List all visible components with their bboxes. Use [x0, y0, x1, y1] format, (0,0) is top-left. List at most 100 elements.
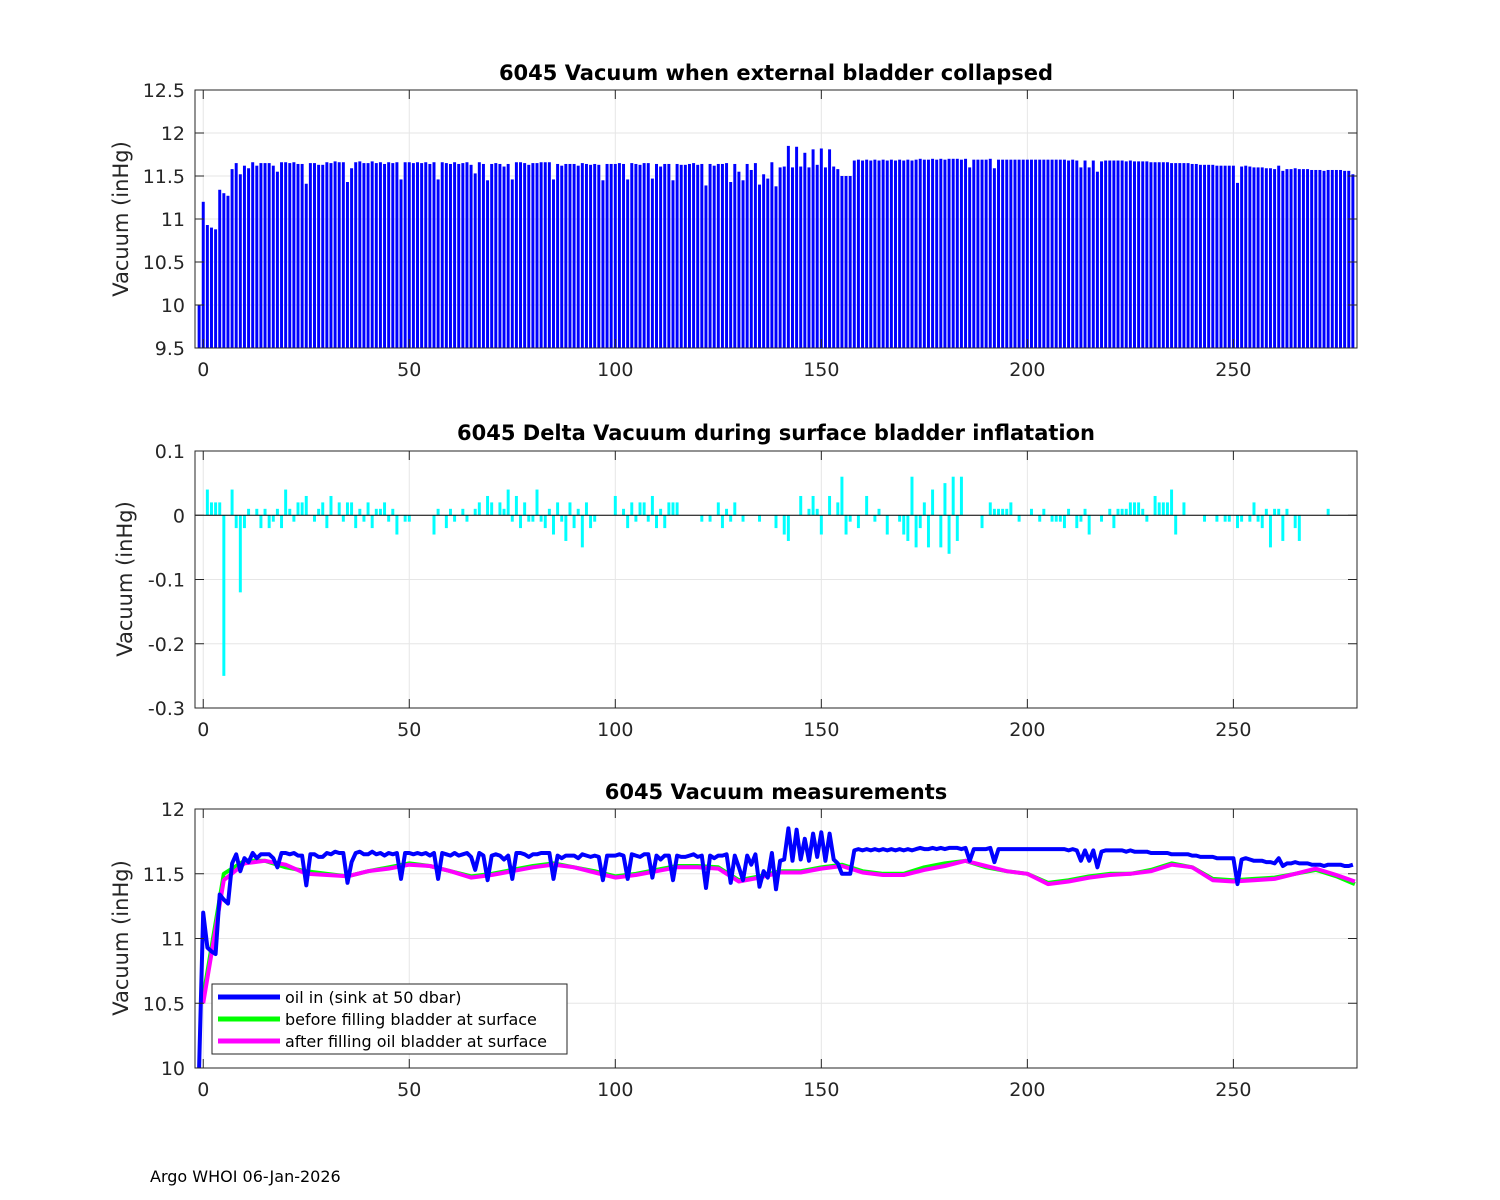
bar: [280, 162, 284, 348]
bar: [663, 163, 667, 348]
bar: [486, 495, 490, 516]
bar: [552, 515, 555, 535]
bar: [832, 166, 836, 348]
bar: [1285, 169, 1289, 348]
bar: [1334, 169, 1338, 348]
bar: [795, 146, 799, 348]
bar: [1029, 508, 1033, 516]
bar: [1071, 159, 1075, 348]
bar: [1260, 515, 1264, 529]
bar: [424, 162, 428, 348]
bar: [613, 495, 617, 516]
bar: [308, 163, 312, 348]
series-line-0: [197, 826, 1354, 1069]
bar: [473, 508, 477, 516]
bar: [1017, 159, 1021, 348]
bar: [399, 179, 403, 348]
bar: [1182, 502, 1186, 516]
bar: [906, 159, 910, 348]
bar: [642, 163, 646, 348]
bar: [1120, 160, 1124, 348]
bar: [811, 149, 815, 348]
bar: [729, 515, 733, 522]
bar: [519, 515, 523, 529]
bar: [959, 159, 963, 348]
bar: [992, 508, 996, 516]
bar: [861, 160, 865, 348]
bar: [403, 515, 407, 522]
bar: [1281, 515, 1285, 541]
bar: [1170, 163, 1174, 348]
bar: [663, 515, 667, 529]
bar: [432, 515, 436, 535]
bar: [230, 169, 234, 348]
y-tick-label: -0.2: [148, 634, 185, 656]
bar: [383, 502, 387, 516]
bar: [910, 160, 914, 348]
bar: [267, 515, 271, 529]
bar: [1100, 161, 1104, 348]
bar: [1009, 502, 1013, 516]
bar: [457, 163, 461, 348]
bar: [205, 489, 209, 516]
bar: [572, 163, 576, 348]
bar: [1120, 508, 1124, 516]
bar: [646, 163, 650, 348]
bar: [374, 163, 378, 348]
bar: [758, 515, 762, 522]
bar: [242, 515, 246, 529]
chart-title: 6045 Delta Vacuum during surface bladder…: [457, 421, 1095, 445]
bar: [444, 515, 448, 529]
bar: [988, 502, 992, 516]
bar: [692, 163, 696, 348]
bar: [593, 163, 597, 348]
x-tick-label: 100: [597, 359, 633, 381]
bar: [255, 165, 259, 348]
bar: [1219, 165, 1223, 348]
bar: [609, 163, 613, 348]
bar: [296, 163, 300, 348]
bar: [527, 164, 531, 348]
y-tick-label: 11.5: [143, 864, 185, 886]
bar: [1137, 161, 1141, 348]
x-tick-label: 100: [597, 1079, 633, 1101]
bar: [1326, 508, 1330, 516]
bar: [432, 162, 436, 348]
bar: [1058, 515, 1062, 522]
bar: [275, 508, 279, 516]
bar: [819, 148, 823, 348]
bar: [774, 515, 778, 529]
bar: [247, 508, 251, 516]
bar: [828, 495, 832, 516]
x-tick-label: 150: [803, 719, 839, 741]
bar: [926, 515, 930, 548]
bar: [1268, 168, 1272, 348]
bar: [1046, 159, 1050, 348]
bar: [1075, 160, 1079, 348]
bar: [951, 158, 955, 348]
bar: [300, 163, 304, 348]
bar: [898, 159, 902, 348]
bar: [416, 162, 419, 348]
x-tick-label: 200: [1009, 719, 1045, 741]
bar: [251, 162, 255, 348]
bar: [1108, 508, 1112, 516]
bar: [366, 163, 370, 348]
bar: [1083, 160, 1087, 348]
bar: [716, 163, 720, 348]
bar: [840, 176, 844, 348]
bar: [786, 515, 790, 541]
chart-title: 6045 Vacuum when external bladder collap…: [499, 61, 1053, 85]
bar: [350, 168, 354, 348]
bar: [922, 159, 926, 348]
bar: [931, 489, 935, 516]
bar: [749, 169, 753, 348]
bar: [1351, 174, 1355, 348]
bar: [733, 502, 737, 516]
bar: [992, 168, 996, 348]
bar: [1137, 502, 1141, 516]
bar: [659, 508, 663, 516]
bar: [543, 162, 547, 348]
bar: [539, 162, 543, 348]
